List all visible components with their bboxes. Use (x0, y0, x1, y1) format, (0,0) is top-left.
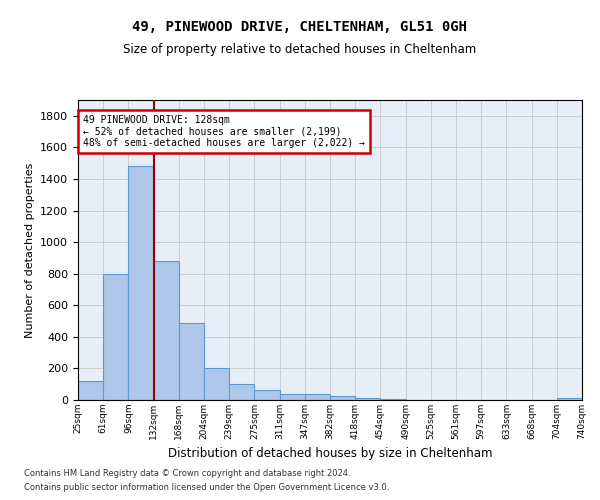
Bar (380, 399, 406, 400)
Bar (154, 261, 179, 400)
X-axis label: Distribution of detached houses by size in Cheltenham: Distribution of detached houses by size … (168, 448, 492, 460)
Y-axis label: Number of detached properties: Number of detached properties (25, 162, 35, 338)
Bar (179, 322, 204, 400)
Text: 49 PINEWOOD DRIVE: 128sqm
← 52% of detached houses are smaller (2,199)
48% of se: 49 PINEWOOD DRIVE: 128sqm ← 52% of detac… (83, 115, 365, 148)
Bar (128, 166, 154, 400)
Text: Contains public sector information licensed under the Open Government Licence v3: Contains public sector information licen… (24, 484, 389, 492)
Text: Contains HM Land Registry data © Crown copyright and database right 2024.: Contains HM Land Registry data © Crown c… (24, 468, 350, 477)
Bar (557, 398, 582, 400)
Bar (229, 384, 254, 400)
Bar (280, 394, 305, 400)
Bar (103, 274, 128, 400)
Bar (330, 396, 355, 400)
Bar (254, 390, 280, 400)
Bar (355, 398, 380, 400)
Text: Size of property relative to detached houses in Cheltenham: Size of property relative to detached ho… (124, 42, 476, 56)
Bar (305, 394, 330, 400)
Bar (78, 381, 103, 400)
Bar (204, 368, 229, 400)
Text: 49, PINEWOOD DRIVE, CHELTENHAM, GL51 0GH: 49, PINEWOOD DRIVE, CHELTENHAM, GL51 0GH (133, 20, 467, 34)
